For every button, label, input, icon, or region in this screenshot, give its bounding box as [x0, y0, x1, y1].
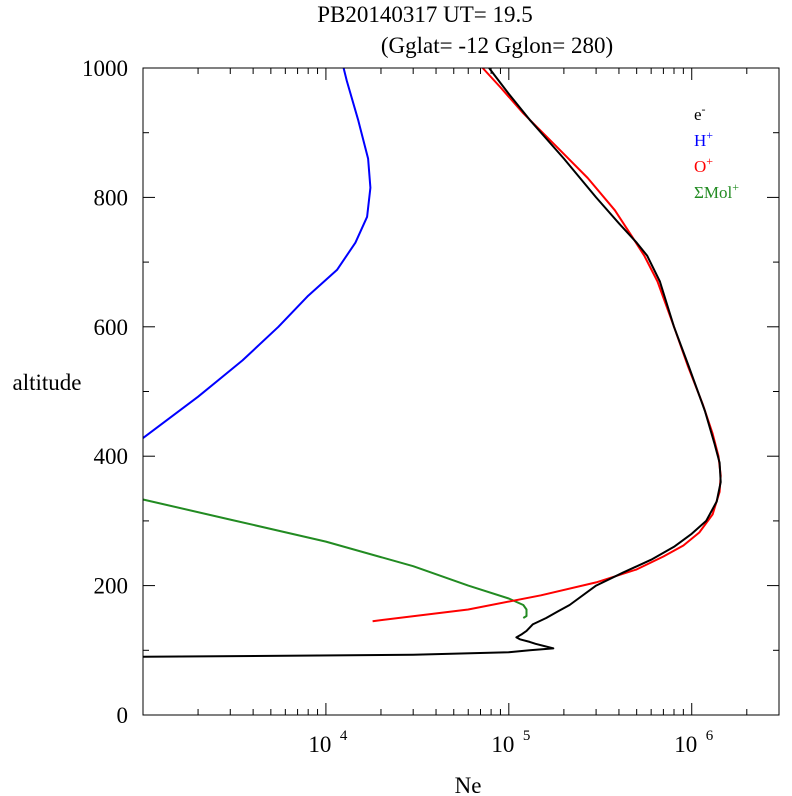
series-line-2: [372, 67, 722, 623]
axis-ticks: [142, 67, 780, 716]
x-tick-label: 10: [674, 732, 697, 757]
plot-frame: [142, 67, 780, 716]
legend-entry: ΣMol+: [694, 180, 739, 202]
legend: e- H+ O+ ΣMol+: [694, 102, 739, 202]
series-layer: [142, 67, 722, 658]
y-tick-label: 400: [94, 444, 129, 469]
y-tick-label: 200: [94, 574, 129, 599]
series-line-1: [142, 67, 372, 439]
legend-entry: e-: [694, 102, 706, 124]
tick-labels: 0 200 400 600 800 1000 10 4 10 5 10 6: [82, 56, 714, 757]
series-line-0: [142, 67, 722, 658]
x-tick-label: 10: [308, 732, 331, 757]
x-tick-exponent: 5: [523, 728, 531, 744]
chart-title: PB20140317 UT= 19.5: [317, 2, 533, 27]
y-tick-label: 1000: [82, 56, 128, 81]
chart-subtitle: (Gglat= -12 Gglon= 280): [381, 33, 613, 58]
x-tick-exponent: 6: [706, 728, 714, 744]
y-tick-label: 600: [94, 315, 129, 340]
legend-entry: O+: [694, 154, 713, 176]
x-axis-label: Ne: [455, 773, 482, 796]
y-axis-label: altitude: [13, 370, 82, 395]
y-tick-label: 0: [117, 703, 129, 728]
y-tick-label: 800: [94, 185, 129, 210]
legend-entry: H+: [694, 128, 713, 150]
x-tick-exponent: 4: [340, 728, 348, 744]
series-line-3: [142, 498, 528, 619]
x-tick-label: 10: [491, 732, 514, 757]
